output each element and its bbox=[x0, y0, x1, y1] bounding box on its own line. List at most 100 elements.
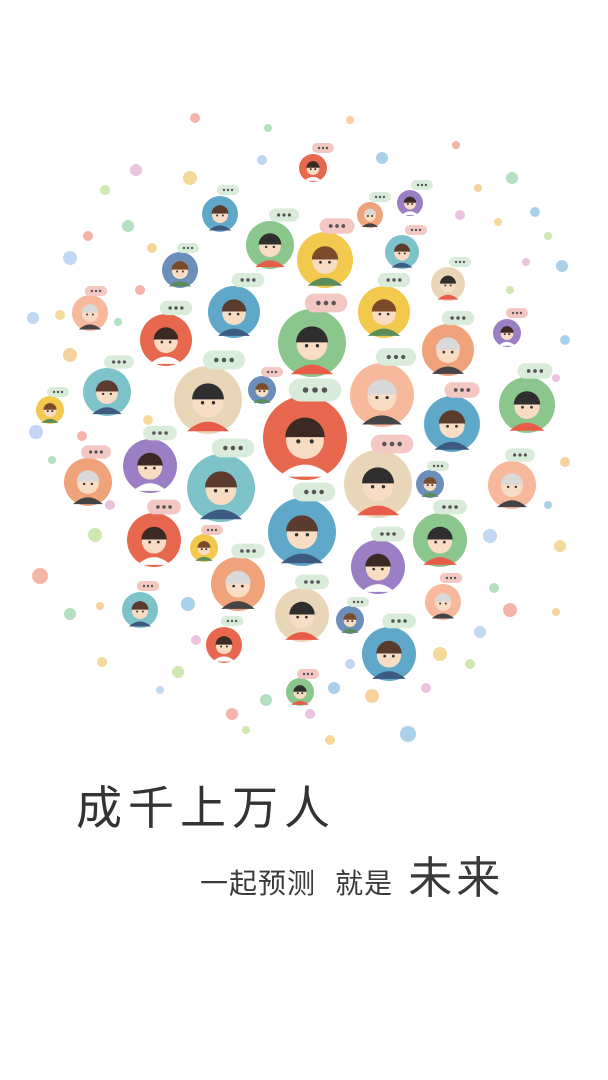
hair bbox=[365, 553, 391, 567]
body bbox=[217, 328, 251, 336]
body bbox=[199, 509, 243, 520]
avatar bbox=[299, 143, 334, 182]
confetti-dot bbox=[506, 286, 514, 294]
body bbox=[497, 500, 527, 508]
eye bbox=[309, 439, 314, 444]
bubble-dot bbox=[352, 600, 356, 604]
eye bbox=[370, 485, 375, 489]
hair bbox=[343, 613, 357, 620]
avatar bbox=[362, 613, 416, 681]
hair bbox=[286, 515, 318, 532]
bubble-dot bbox=[539, 369, 544, 373]
eye bbox=[375, 395, 379, 400]
hair bbox=[296, 326, 328, 343]
eye bbox=[309, 168, 312, 171]
avatar bbox=[416, 461, 449, 498]
confetti-dot bbox=[226, 708, 238, 720]
bubble-dot bbox=[146, 584, 150, 588]
bubble-dot bbox=[386, 354, 391, 360]
hair bbox=[371, 299, 397, 312]
bubble-dot bbox=[416, 183, 420, 187]
hair bbox=[438, 410, 466, 424]
confetti-dot bbox=[503, 603, 517, 617]
confetti-dot bbox=[400, 726, 416, 742]
bubble-dot bbox=[323, 300, 329, 306]
avatar bbox=[268, 482, 336, 566]
eye bbox=[272, 245, 276, 249]
body bbox=[73, 497, 103, 505]
bubble-dot bbox=[513, 453, 517, 457]
body bbox=[290, 364, 334, 375]
hair bbox=[225, 570, 251, 584]
hair bbox=[500, 473, 524, 485]
bubble-dot bbox=[94, 450, 98, 454]
eye bbox=[383, 654, 387, 658]
body bbox=[401, 211, 419, 215]
confetti-dot bbox=[97, 657, 107, 667]
avatar bbox=[297, 218, 355, 288]
bubble-dot bbox=[382, 441, 387, 447]
avatar bbox=[36, 387, 69, 424]
hair bbox=[285, 417, 325, 438]
body bbox=[431, 613, 455, 619]
confetti-dot bbox=[345, 659, 355, 669]
confetti-dot bbox=[77, 431, 87, 441]
avatar bbox=[493, 308, 528, 347]
confetti-dot bbox=[63, 251, 77, 265]
eye bbox=[51, 410, 54, 413]
eye bbox=[240, 584, 244, 588]
hair bbox=[394, 243, 410, 252]
confetti-dot bbox=[474, 626, 486, 638]
eye bbox=[346, 620, 349, 623]
confetti-dot bbox=[465, 659, 475, 669]
bubble-dot bbox=[462, 316, 466, 320]
bubble-dot bbox=[424, 183, 428, 187]
bubble-dot bbox=[511, 311, 515, 315]
body bbox=[431, 366, 465, 374]
confetti-dot bbox=[32, 568, 48, 584]
bubble-dot bbox=[445, 576, 449, 580]
bubble-dot bbox=[360, 600, 364, 604]
hair bbox=[192, 383, 224, 400]
confetti-dot bbox=[55, 310, 65, 320]
eye bbox=[86, 313, 89, 316]
eye bbox=[503, 333, 506, 336]
confetti-dot bbox=[305, 709, 315, 719]
bubble-dot bbox=[302, 387, 309, 393]
eye bbox=[304, 344, 309, 348]
bubble-dot bbox=[393, 354, 399, 360]
bubble-dot bbox=[94, 289, 98, 293]
bubble-dot bbox=[456, 316, 460, 320]
confetti-dot bbox=[172, 666, 184, 678]
eye bbox=[46, 410, 49, 413]
eye bbox=[434, 540, 438, 544]
bubble-dot bbox=[403, 619, 407, 623]
confetti-dot bbox=[63, 348, 77, 362]
confetti-dot bbox=[29, 425, 43, 439]
avatar bbox=[140, 300, 193, 366]
avatar bbox=[357, 192, 391, 228]
confetti-dot bbox=[260, 694, 272, 706]
bubble-dot bbox=[453, 388, 458, 392]
hair bbox=[95, 380, 119, 392]
bubble-dot bbox=[392, 532, 396, 536]
bubble-dot bbox=[190, 246, 194, 250]
eye bbox=[398, 252, 401, 255]
bubble-dot bbox=[226, 619, 230, 623]
eye bbox=[411, 203, 414, 206]
eye bbox=[213, 489, 218, 493]
avatar bbox=[263, 378, 347, 480]
body bbox=[498, 341, 516, 346]
bubble-dot bbox=[98, 289, 102, 293]
confetti-dot bbox=[183, 171, 197, 185]
confetti-dot bbox=[421, 683, 431, 693]
hair bbox=[258, 233, 282, 245]
confetti-dot bbox=[122, 220, 134, 232]
bubble-dot bbox=[274, 370, 278, 374]
bubble-dot bbox=[282, 213, 286, 217]
eye bbox=[156, 540, 160, 544]
bubble-dot bbox=[174, 306, 178, 310]
bubble-dot bbox=[335, 224, 339, 228]
bubble-dot bbox=[466, 388, 471, 392]
